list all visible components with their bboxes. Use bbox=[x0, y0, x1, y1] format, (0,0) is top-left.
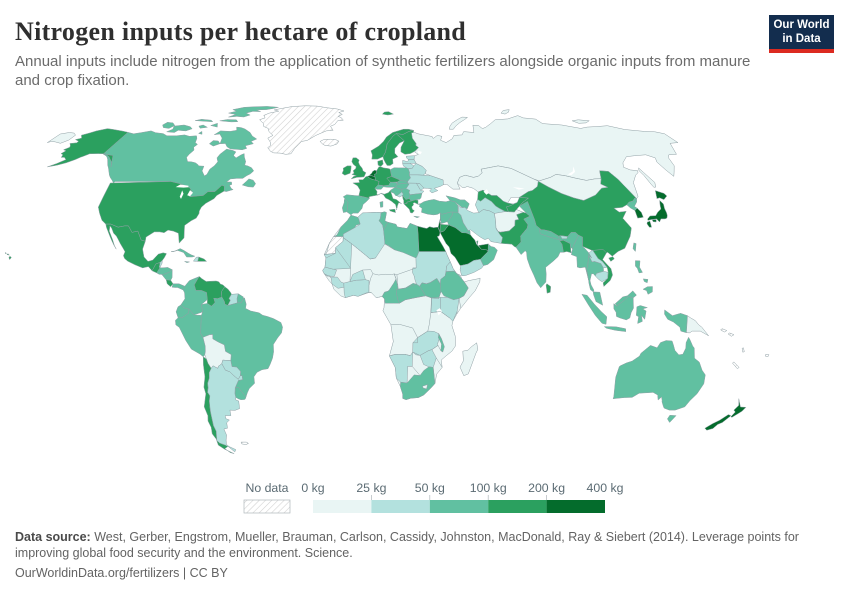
svg-text:100 kg: 100 kg bbox=[470, 481, 507, 495]
svg-text:25 kg: 25 kg bbox=[356, 481, 386, 495]
svg-text:No data: No data bbox=[245, 481, 288, 495]
svg-text:400 kg: 400 kg bbox=[587, 481, 624, 495]
svg-text:0 kg: 0 kg bbox=[301, 481, 324, 495]
svg-text:50 kg: 50 kg bbox=[415, 481, 445, 495]
svg-text:200 kg: 200 kg bbox=[528, 481, 565, 495]
